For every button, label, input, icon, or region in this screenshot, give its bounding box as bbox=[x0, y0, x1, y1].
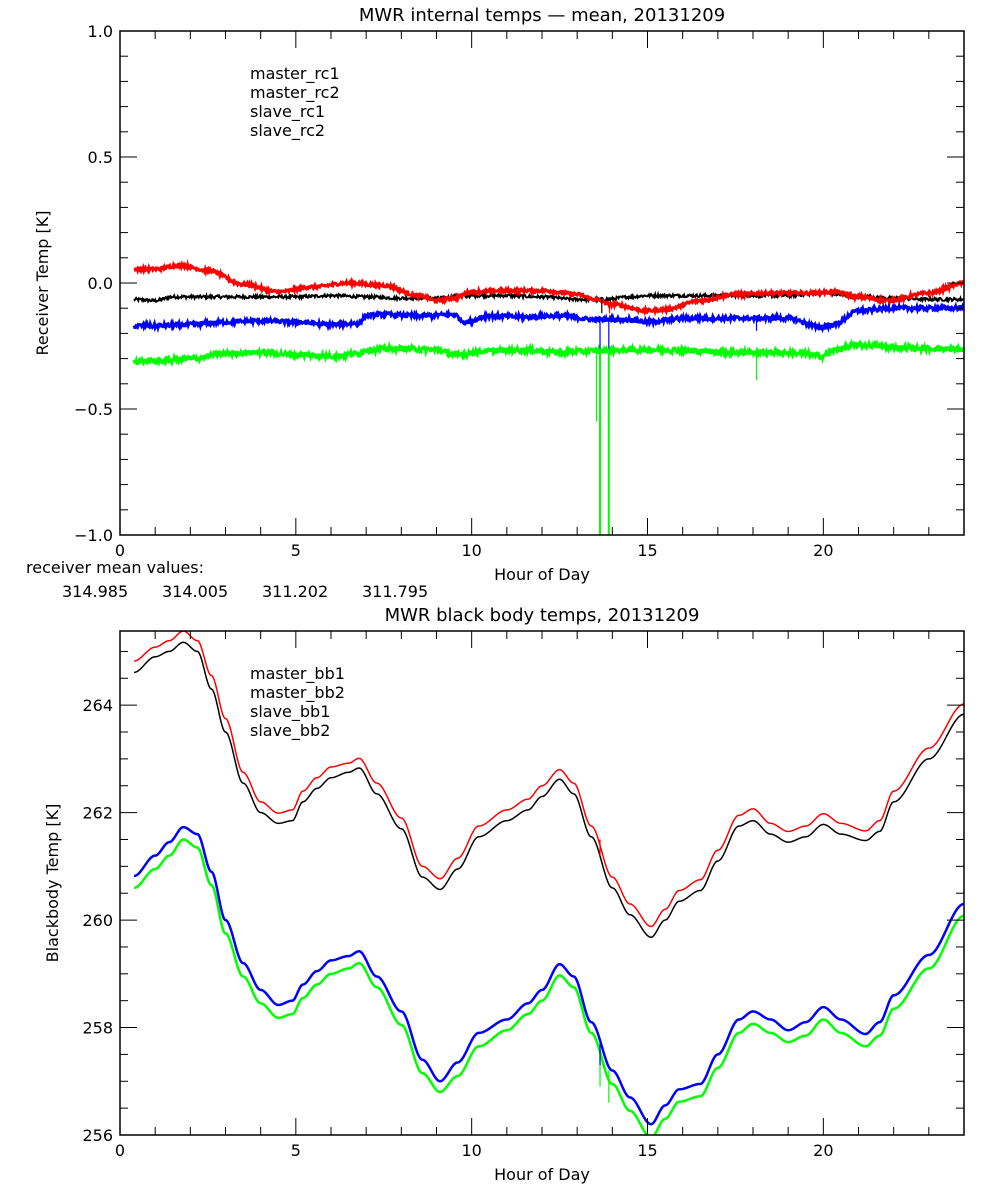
legend-entry: master_bb1 bbox=[250, 664, 345, 684]
x-tick-label: 20 bbox=[813, 541, 833, 560]
axis-ticks bbox=[119, 30, 965, 536]
series-line-master_rc2 bbox=[133, 258, 964, 317]
x-tick-label: 15 bbox=[637, 1141, 657, 1160]
legend-entry: master_bb2 bbox=[250, 683, 345, 703]
receiver-temps-plot: MWR internal temps — mean, 20131209 0 5 10… bbox=[33, 5, 965, 584]
y-tick-label: 264 bbox=[82, 696, 113, 715]
y-tick-labels: −1.0 −0.5 0.0 0.5 1.0 bbox=[74, 22, 113, 545]
series-layer bbox=[133, 631, 964, 1135]
y-tick-label: 262 bbox=[82, 804, 113, 823]
series-line-slave_bb1 bbox=[133, 825, 964, 1126]
legend-entry: slave_bb1 bbox=[250, 702, 330, 722]
y-tick-label: 256 bbox=[82, 1126, 113, 1145]
x-tick-label: 0 bbox=[115, 1141, 125, 1160]
y-axis-label: Blackbody Temp [K] bbox=[43, 804, 62, 963]
x-tick-label: 5 bbox=[291, 541, 301, 560]
x-axis-label: Hour of Day bbox=[494, 1165, 590, 1184]
y-tick-label: 0.5 bbox=[88, 148, 113, 167]
chart-title: MWR black body temps, 20131209 bbox=[385, 605, 700, 626]
legend-entry: master_rc2 bbox=[250, 83, 340, 103]
y-tick-labels: 256 258 260 262 264 bbox=[82, 696, 113, 1145]
series-line-slave_rc2 bbox=[132, 338, 964, 368]
x-tick-label: 20 bbox=[813, 1141, 833, 1160]
legend-entry: master_rc1 bbox=[250, 64, 340, 84]
mean-value: 311.202 bbox=[262, 582, 328, 601]
y-tick-label: 1.0 bbox=[88, 22, 113, 41]
axis-ticks bbox=[119, 631, 965, 1136]
x-tick-label: 5 bbox=[291, 1141, 301, 1160]
x-tick-label: 10 bbox=[461, 541, 481, 560]
y-tick-label: −0.5 bbox=[74, 400, 113, 419]
legend-entry: slave_bb2 bbox=[250, 721, 330, 741]
mean-value: 314.005 bbox=[162, 582, 228, 601]
plot-frame bbox=[119, 630, 965, 1136]
y-axis-label: Receiver Temp [K] bbox=[33, 210, 52, 355]
mean-value: 314.985 bbox=[62, 582, 128, 601]
mean-values-label: receiver mean values: bbox=[26, 558, 204, 577]
x-tick-label: 15 bbox=[637, 541, 657, 560]
x-tick-labels: 0 5 10 15 20 bbox=[115, 1141, 834, 1160]
y-tick-label: 260 bbox=[82, 911, 113, 930]
chart-title: MWR internal temps — mean, 20131209 bbox=[359, 5, 725, 26]
x-tick-label: 10 bbox=[461, 1141, 481, 1160]
y-tick-label: −1.0 bbox=[74, 526, 113, 545]
legend-entry: slave_rc2 bbox=[250, 121, 325, 141]
series-line-master_bb1 bbox=[134, 641, 964, 939]
receiver-mean-values: receiver mean values: 314.985 314.005 31… bbox=[26, 558, 428, 601]
y-tick-label: 0.0 bbox=[88, 274, 113, 293]
series-line-slave_rc1 bbox=[132, 301, 964, 334]
y-tick-label: 258 bbox=[82, 1019, 113, 1038]
series-line-slave_bb2 bbox=[133, 838, 964, 1135]
series-layer bbox=[132, 258, 964, 535]
blackbody-temps-plot: MWR black body temps, 20131209 0 5 10 15 20 … bbox=[43, 605, 965, 1184]
x-axis-label: Hour of Day bbox=[494, 565, 590, 584]
mean-value: 311.795 bbox=[362, 582, 428, 601]
legend: master_rc1 master_rc2 slave_rc1 slave_rc… bbox=[250, 64, 340, 141]
x-tick-label: 0 bbox=[115, 541, 125, 560]
legend: master_bb1 master_bb2 slave_bb1 slave_bb… bbox=[250, 664, 345, 741]
x-tick-labels: 0 5 10 15 20 bbox=[115, 541, 834, 560]
legend-entry: slave_rc1 bbox=[250, 102, 325, 122]
series-line-master_bb2 bbox=[134, 631, 964, 928]
